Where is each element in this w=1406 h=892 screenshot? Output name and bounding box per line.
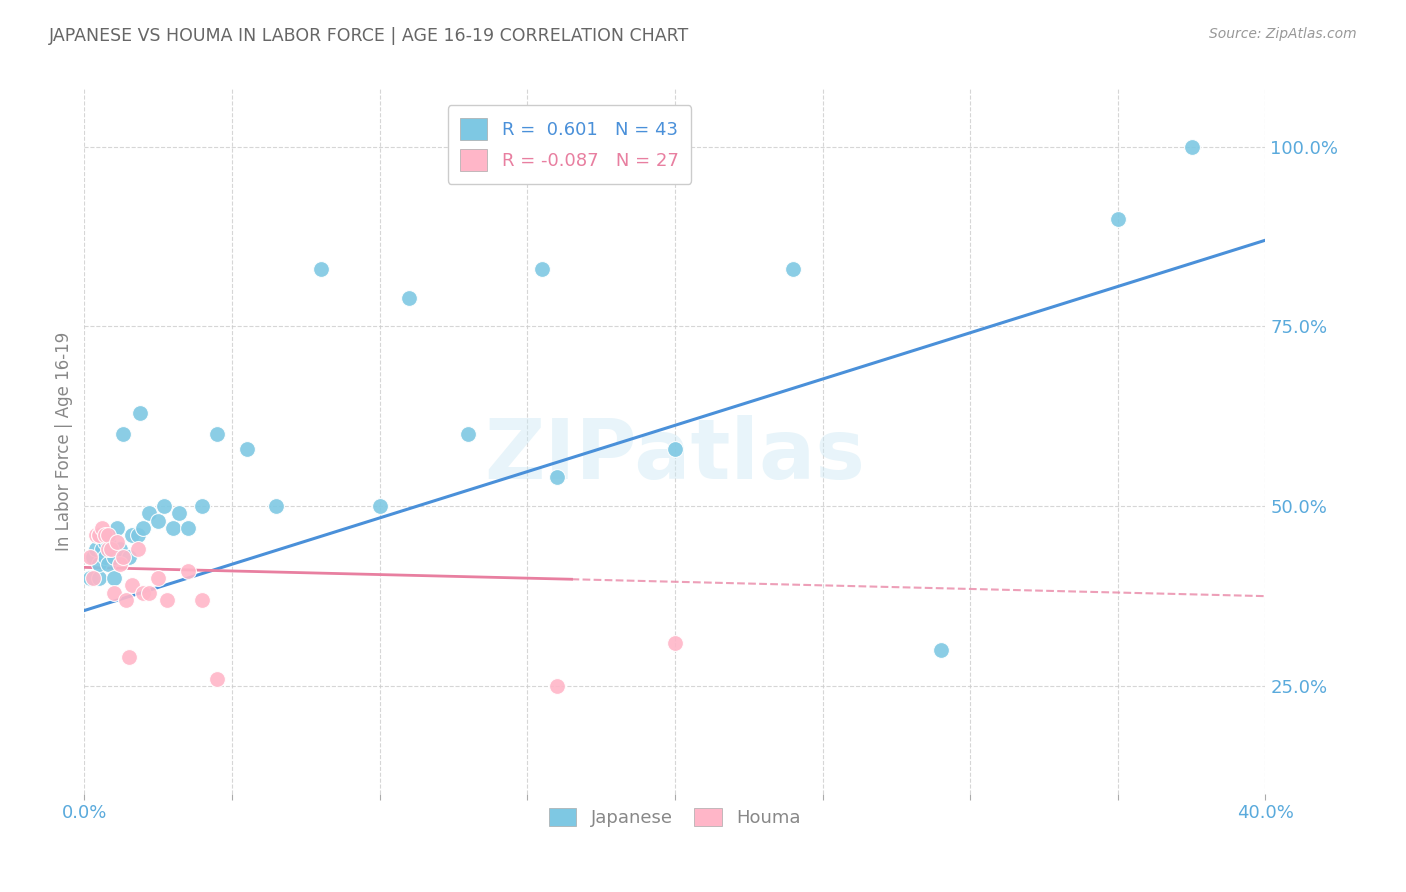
Text: Source: ZipAtlas.com: Source: ZipAtlas.com: [1209, 27, 1357, 41]
Point: [1107, 211, 1129, 226]
Point: [398, 291, 420, 305]
Point: [167, 507, 190, 521]
Point: [207, 672, 229, 686]
Y-axis label: In Labor Force | Age 16-19: In Labor Force | Age 16-19: [55, 332, 73, 551]
Point: [103, 571, 125, 585]
Point: [138, 507, 160, 521]
Point: [153, 500, 176, 514]
Point: [97, 528, 120, 542]
Point: [108, 557, 131, 571]
Point: [127, 542, 149, 557]
Point: [87, 557, 111, 571]
Point: [457, 427, 479, 442]
Point: [782, 262, 804, 277]
Point: [368, 500, 391, 514]
Point: [100, 542, 122, 557]
Point: [207, 427, 229, 442]
Point: [177, 521, 200, 535]
Point: [91, 528, 114, 542]
Point: [94, 528, 117, 542]
Point: [97, 557, 120, 571]
Point: [84, 528, 107, 542]
Point: [148, 514, 170, 528]
Point: [84, 542, 107, 557]
Point: [91, 542, 114, 557]
Point: [82, 571, 104, 585]
Point: [79, 571, 101, 585]
Point: [114, 592, 136, 607]
Point: [97, 535, 120, 549]
Point: [118, 549, 141, 564]
Point: [148, 571, 170, 585]
Point: [118, 650, 141, 665]
Text: ZIPatlas: ZIPatlas: [485, 415, 865, 496]
Point: [177, 564, 200, 578]
Point: [191, 500, 214, 514]
Point: [103, 549, 125, 564]
Point: [94, 549, 117, 564]
Point: [121, 528, 143, 542]
Point: [97, 542, 120, 557]
Point: [531, 262, 554, 277]
Point: [108, 542, 131, 557]
Point: [100, 542, 122, 557]
Point: [132, 521, 155, 535]
Point: [546, 679, 568, 693]
Point: [664, 442, 686, 456]
Text: JAPANESE VS HOUMA IN LABOR FORCE | AGE 16-19 CORRELATION CHART: JAPANESE VS HOUMA IN LABOR FORCE | AGE 1…: [49, 27, 689, 45]
Point: [309, 262, 332, 277]
Point: [79, 549, 101, 564]
Point: [129, 406, 152, 420]
Point: [266, 500, 288, 514]
Point: [87, 571, 111, 585]
Point: [664, 636, 686, 650]
Point: [546, 470, 568, 484]
Point: [156, 592, 179, 607]
Point: [87, 528, 111, 542]
Point: [1181, 139, 1204, 153]
Point: [191, 592, 214, 607]
Point: [132, 585, 155, 599]
Point: [111, 427, 134, 442]
Point: [127, 528, 149, 542]
Point: [929, 643, 952, 657]
Point: [111, 549, 134, 564]
Point: [105, 521, 128, 535]
Point: [82, 549, 104, 564]
Point: [121, 578, 143, 592]
Legend: Japanese, Houma: Japanese, Houma: [543, 800, 807, 834]
Point: [91, 521, 114, 535]
Point: [105, 535, 128, 549]
Point: [87, 528, 111, 542]
Point: [236, 442, 259, 456]
Point: [103, 585, 125, 599]
Point: [94, 535, 117, 549]
Point: [162, 521, 184, 535]
Point: [138, 585, 160, 599]
